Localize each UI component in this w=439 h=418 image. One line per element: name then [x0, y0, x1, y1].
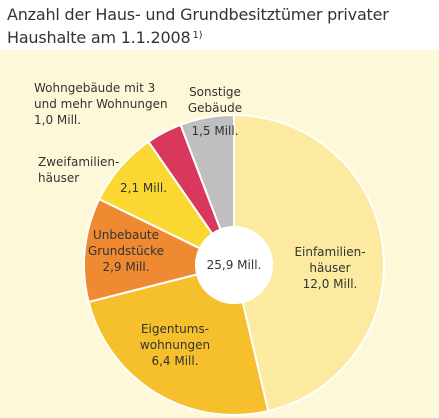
slice-category-label: Unbebaute: [93, 228, 159, 242]
slice-value-label: 12,0 Mill.: [303, 277, 358, 291]
slice-value-label: 2,9 Mill.: [102, 260, 149, 274]
slice-category-label: Einfamilien-: [294, 245, 365, 259]
slice-value-label: 1,5 Mill.: [191, 124, 238, 138]
chart-title: Anzahl der Haus- und Grundbesitztümer pr…: [7, 4, 437, 48]
slice-value-label: 1,0 Mill.: [34, 113, 81, 127]
slice-category-label: und mehr Wohnungen: [34, 97, 168, 111]
slice-category-label: Wohngebäude mit 3: [34, 81, 155, 95]
slice-value-label: 6,4 Mill.: [151, 354, 198, 368]
slice-category-label: Grundstücke: [88, 244, 164, 258]
center-total-label: 25,9 Mill.: [207, 258, 262, 272]
label-sonstige-gebaeude: Sonstige Gebäude 1,5 Mill.: [188, 85, 242, 138]
label-eigentumswohnungen: Eigentums-wohnungen 6,4 Mill.: [140, 322, 210, 368]
label-zweifamilienhaeuser: Zweifamilien-häuser 2,1 Mill.: [38, 155, 167, 195]
footnote-marker: 1): [192, 30, 203, 41]
slice-category-label: Zweifamilien-: [38, 155, 119, 169]
slice-value-label: 2,1 Mill.: [120, 181, 167, 195]
label-einfamilienhaeuser: Einfamilien-häuser 12,0 Mill.: [294, 245, 365, 291]
chart-title-text: Anzahl der Haus- und Grundbesitztümer pr…: [7, 5, 389, 47]
slice-category-label: häuser: [309, 261, 350, 275]
label-wohngebaeude-3-wohnungen: Wohngebäude mit 3 und mehr Wohnungen 1,0 M…: [34, 81, 168, 127]
slice-category-label: häuser: [38, 171, 79, 185]
donut-hole: [196, 227, 272, 303]
slice-category-label: Eigentums-: [141, 322, 209, 336]
slice-category-label: Gebäude: [188, 101, 242, 115]
slice-category-label: wohnungen: [140, 338, 210, 352]
label-unbebaute-grundstuecke: Unbebaute Grundstücke 2,9 Mill.: [88, 228, 164, 274]
slice-category-label: Sonstige: [189, 85, 241, 99]
